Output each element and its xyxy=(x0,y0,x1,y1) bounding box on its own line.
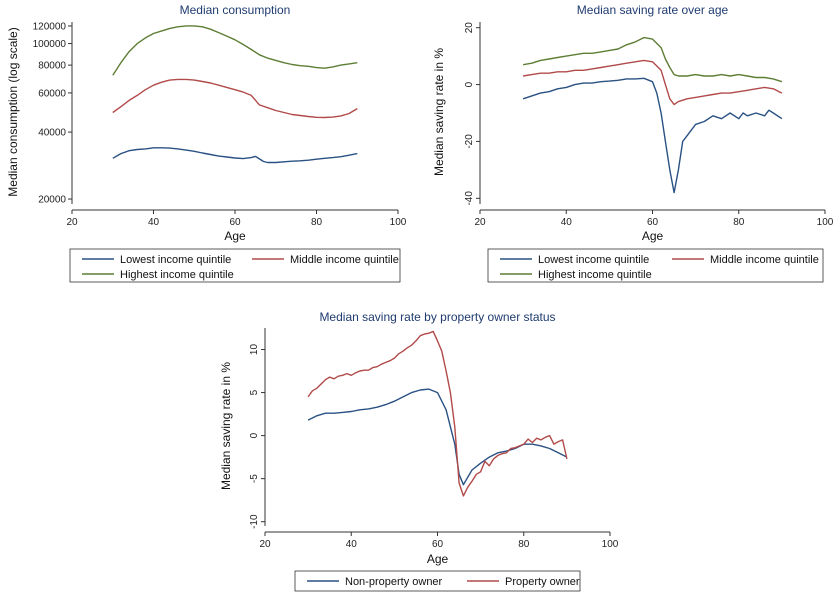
x-tick-label: 20 xyxy=(474,217,486,228)
series-line-highest xyxy=(112,25,358,76)
y-axis-label: Median consumption (log scale) xyxy=(6,27,20,196)
y-tick-label: 20000 xyxy=(38,195,66,206)
legend-label-middle: Middle income quintile xyxy=(290,254,399,266)
x-tick-label: 100 xyxy=(390,217,407,228)
series-line-owner xyxy=(307,330,568,497)
y-tick-label: 60000 xyxy=(38,88,66,99)
legend-label-lowest: Lowest income quintile xyxy=(120,254,231,266)
y-tick-label: -10 xyxy=(249,514,260,529)
x-tick-label: 60 xyxy=(432,539,444,550)
x-tick-label: 100 xyxy=(602,539,619,550)
legend: Non-property owner Property owner xyxy=(294,570,581,592)
series-line-lowest xyxy=(112,147,358,164)
y-tick-label: -40 xyxy=(464,191,475,206)
series-line-lowest xyxy=(522,77,783,194)
y-tick-label: 120000 xyxy=(33,21,67,32)
chart-panel-1: Median consumption 20 40 60 80 100 20000 40000 6… xyxy=(6,3,407,283)
x-tick-label: 100 xyxy=(817,217,834,228)
chart-panel-3: Median saving rate by property owner sta… xyxy=(219,310,619,592)
legend-label-lowest: Lowest income quintile xyxy=(538,254,649,266)
y-tick-label: 40000 xyxy=(38,128,66,139)
legend-label-non_owner: Non-property owner xyxy=(345,576,443,588)
y-axis-label: Median saving rate in % xyxy=(432,48,446,176)
x-tick-label: 80 xyxy=(518,539,530,550)
legend-label-middle: Middle income quintile xyxy=(710,254,819,266)
y-tick-label: 100000 xyxy=(33,39,67,50)
x-axis-label: Age xyxy=(224,229,246,243)
chart-title: Median consumption xyxy=(180,3,291,17)
chart-title: Median saving rate by property owner sta… xyxy=(319,310,555,324)
y-tick-label: 0 xyxy=(464,81,475,87)
x-tick-label: 60 xyxy=(647,217,659,228)
chart-title: Median saving rate over age xyxy=(577,3,729,17)
legend-label-highest: Highest income quintile xyxy=(120,269,234,281)
series-line-middle xyxy=(522,59,783,106)
series-line-middle xyxy=(112,78,358,119)
series-line-non_owner xyxy=(307,388,568,486)
series-line-highest xyxy=(522,36,783,83)
x-tick-label: 80 xyxy=(733,217,745,228)
x-tick-label: 20 xyxy=(66,217,78,228)
legend: Lowest income quintile Middle income quin… xyxy=(487,248,824,283)
y-tick-label: 20 xyxy=(464,22,475,34)
x-tick-label: 40 xyxy=(346,539,358,550)
legend-label-owner: Property owner xyxy=(505,576,580,588)
legend-label-highest: Highest income quintile xyxy=(538,269,652,281)
x-tick-label: 80 xyxy=(311,217,323,228)
y-tick-label: 80000 xyxy=(38,61,66,72)
x-axis-label: Age xyxy=(427,552,449,566)
x-tick-label: 20 xyxy=(259,539,271,550)
legend-box xyxy=(487,248,824,283)
y-tick-label: 5 xyxy=(249,389,260,395)
x-tick-label: 40 xyxy=(561,217,573,228)
y-tick-label: 10 xyxy=(249,344,260,356)
y-axis-label: Median saving rate in % xyxy=(219,362,233,490)
legend-box xyxy=(294,570,581,592)
x-tick-label: 60 xyxy=(229,217,241,228)
chart-panel-2: Median saving rate over age 20 40 60 80 100 -4… xyxy=(432,3,834,283)
x-tick-label: 40 xyxy=(148,217,160,228)
x-axis-label: Age xyxy=(642,229,664,243)
y-tick-label: 0 xyxy=(249,432,260,438)
legend-box xyxy=(69,248,401,283)
y-tick-label: -5 xyxy=(249,474,260,483)
y-tick-label: -20 xyxy=(464,134,475,149)
legend: Lowest income quintile Middle income quin… xyxy=(69,248,401,283)
